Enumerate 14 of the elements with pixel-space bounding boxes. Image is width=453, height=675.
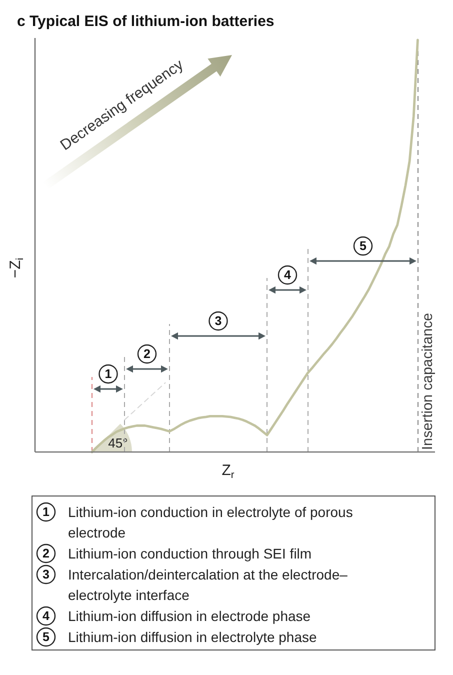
x-axis-title: Z$_{r}$ — [222, 462, 235, 481]
annotation: 2 — [144, 347, 151, 361]
annotation: 5 — [360, 239, 367, 253]
text: 2 Lithium-ion conduction through SEI film — [42, 546, 312, 562]
text: 5 Lithium-ion diffusion in electrolyte phase — [42, 629, 317, 645]
annotation: Insertion capacitance — [420, 312, 436, 450]
annotation: 4 — [284, 268, 292, 282]
text: 3 Intercalation/deintercalation at the electrode–electrolyte interface — [42, 566, 348, 603]
text: 1 Lithium-ion conduction in electrolyte of porous electrode — [42, 504, 353, 540]
text: 4 Lithium-ion diffusion in electrode phase — [42, 608, 311, 624]
annotation: 45° — [108, 436, 128, 450]
annotation: 3 — [214, 314, 222, 328]
chart-title: c Typical EIS of lithium-ion batteries — [17, 13, 274, 30]
annotation: 1 — [104, 367, 112, 381]
